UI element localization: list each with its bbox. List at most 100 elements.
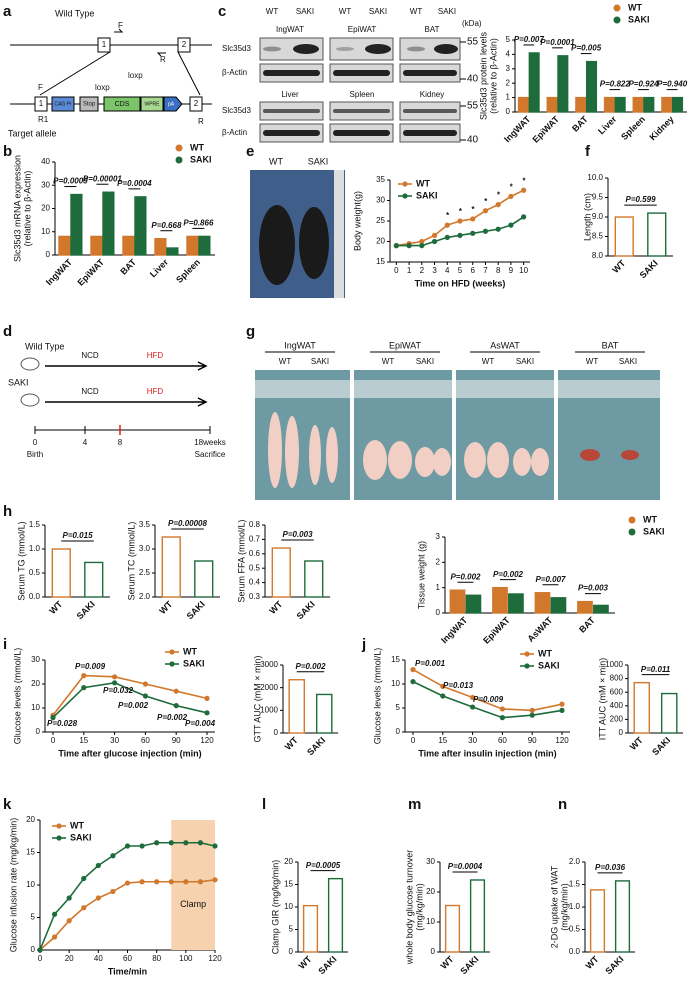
bar [271, 547, 291, 598]
x-tick-label: 120 [555, 736, 569, 745]
y-tick-label: 20 [31, 679, 40, 688]
bar [614, 96, 626, 113]
bar [492, 586, 508, 614]
p-value: P=0.599 [625, 195, 656, 204]
x-tick-label: WT [283, 735, 300, 752]
group-label: SAKI [296, 7, 314, 16]
series-point [110, 853, 116, 859]
annotation: P=0.004 [185, 719, 216, 728]
y-tick-label: 15 [376, 257, 385, 266]
bar [589, 889, 606, 953]
p-value: P=0.002 [493, 570, 524, 579]
x-tick-label: 7 [483, 266, 488, 275]
series-point [95, 895, 101, 901]
y-tick-label: 0 [436, 608, 441, 617]
annotation: P=0.013 [443, 681, 474, 690]
bar [593, 604, 609, 614]
y-tick-label: 2.5 [139, 568, 151, 577]
pa [163, 96, 183, 112]
series-point [393, 243, 399, 249]
series-point [470, 216, 476, 222]
series-point [168, 840, 174, 846]
y-tick-label: 0.5 [569, 925, 581, 934]
series-point [499, 715, 505, 721]
series-point [183, 879, 189, 885]
x-tick-label: BAT [570, 114, 590, 134]
y-axis-label: whole body glucose turnover [404, 850, 414, 966]
y-tick-label: 0.3 [249, 592, 261, 601]
y-tick-label: 2 [436, 557, 441, 566]
mouse [299, 207, 329, 279]
y-tick-label: 25 [376, 216, 385, 225]
y-tick-label: 0.7 [249, 535, 261, 544]
series-line [52, 674, 208, 716]
group-label: WT [339, 7, 352, 16]
x-axis-label: Time after glucose injection (min) [58, 748, 201, 758]
y-tick-label: 8.5 [592, 232, 604, 241]
birth-label: Birth [27, 450, 43, 459]
bar [186, 235, 199, 256]
series-point [81, 905, 87, 911]
panel-letters: a b c d e f g h i j k l m n [3, 3, 591, 813]
legend-marker [175, 144, 183, 152]
x-tick-label: SAKI [305, 735, 327, 757]
y-tick-label: 9.0 [592, 212, 604, 221]
bar [577, 600, 593, 614]
y-tick-label: 3 [436, 532, 441, 541]
annotation: P=0.009 [473, 695, 504, 704]
bar [661, 96, 673, 113]
bar [585, 60, 598, 113]
bar [102, 191, 115, 256]
x-tick-label: SAKI [75, 599, 97, 621]
panel-label: g [246, 323, 255, 340]
series-point [444, 234, 450, 240]
y-tick-label: 0 [396, 727, 401, 736]
primer-label: R1 [38, 115, 49, 124]
legend-marker [613, 16, 621, 24]
bar [288, 679, 306, 734]
series-point [419, 243, 425, 249]
y-tick-label: 35 [376, 175, 385, 184]
series-line [412, 668, 563, 712]
y-tick-label: 40 [41, 157, 50, 166]
y-tick-label: 1 [506, 93, 511, 102]
row-label: β-Actin [222, 68, 247, 77]
panel-label: e [246, 143, 254, 160]
p-value: P=0.0009 [53, 177, 88, 186]
legend-label: SAKI [183, 658, 205, 668]
x-tick-label: EpiWAT [481, 615, 512, 646]
x-tick-label: WT [47, 599, 64, 616]
legend-marker [169, 661, 175, 667]
bar [327, 877, 344, 953]
p-value: P=0.015 [62, 531, 93, 540]
x-tick-label: IngWAT [44, 257, 75, 288]
group-label: SAKI [369, 7, 387, 16]
tissue-label: Kidney [420, 90, 444, 99]
x-tick-label: Kidney [647, 114, 675, 142]
exon [177, 37, 191, 53]
legend-label: WT [183, 646, 197, 656]
x-axis-label: Time/min [108, 966, 147, 976]
primer-label: R [160, 55, 166, 64]
series-line [52, 681, 208, 719]
x-tick-label: WT [297, 954, 314, 971]
y-axis-label: (relative to β-Actin) [488, 38, 498, 114]
p-value: P=0.00008 [168, 519, 207, 528]
series-point [444, 222, 450, 228]
x-tick-label: 90 [528, 736, 537, 745]
x-tick-label: 10 [519, 266, 528, 275]
exon [34, 96, 48, 112]
wild-type-label: Wild Type [25, 341, 64, 351]
row-label: Slc35d3 [222, 44, 251, 53]
y-tick-label: 10 [426, 917, 435, 926]
y-tick-label: 3000 [260, 660, 278, 669]
group-label: SAKI [311, 357, 329, 366]
panel-label: h [3, 503, 12, 520]
series-point [112, 674, 118, 680]
p-value: P=0.005 [571, 44, 602, 53]
y-tick-label: 20 [426, 887, 435, 896]
y-axis-label: Serum FFA (mmol/L) [236, 519, 246, 602]
x-tick-label: Liver [596, 114, 619, 137]
y-axis-label: Tissue weight (g) [416, 541, 426, 609]
bar [632, 96, 644, 113]
